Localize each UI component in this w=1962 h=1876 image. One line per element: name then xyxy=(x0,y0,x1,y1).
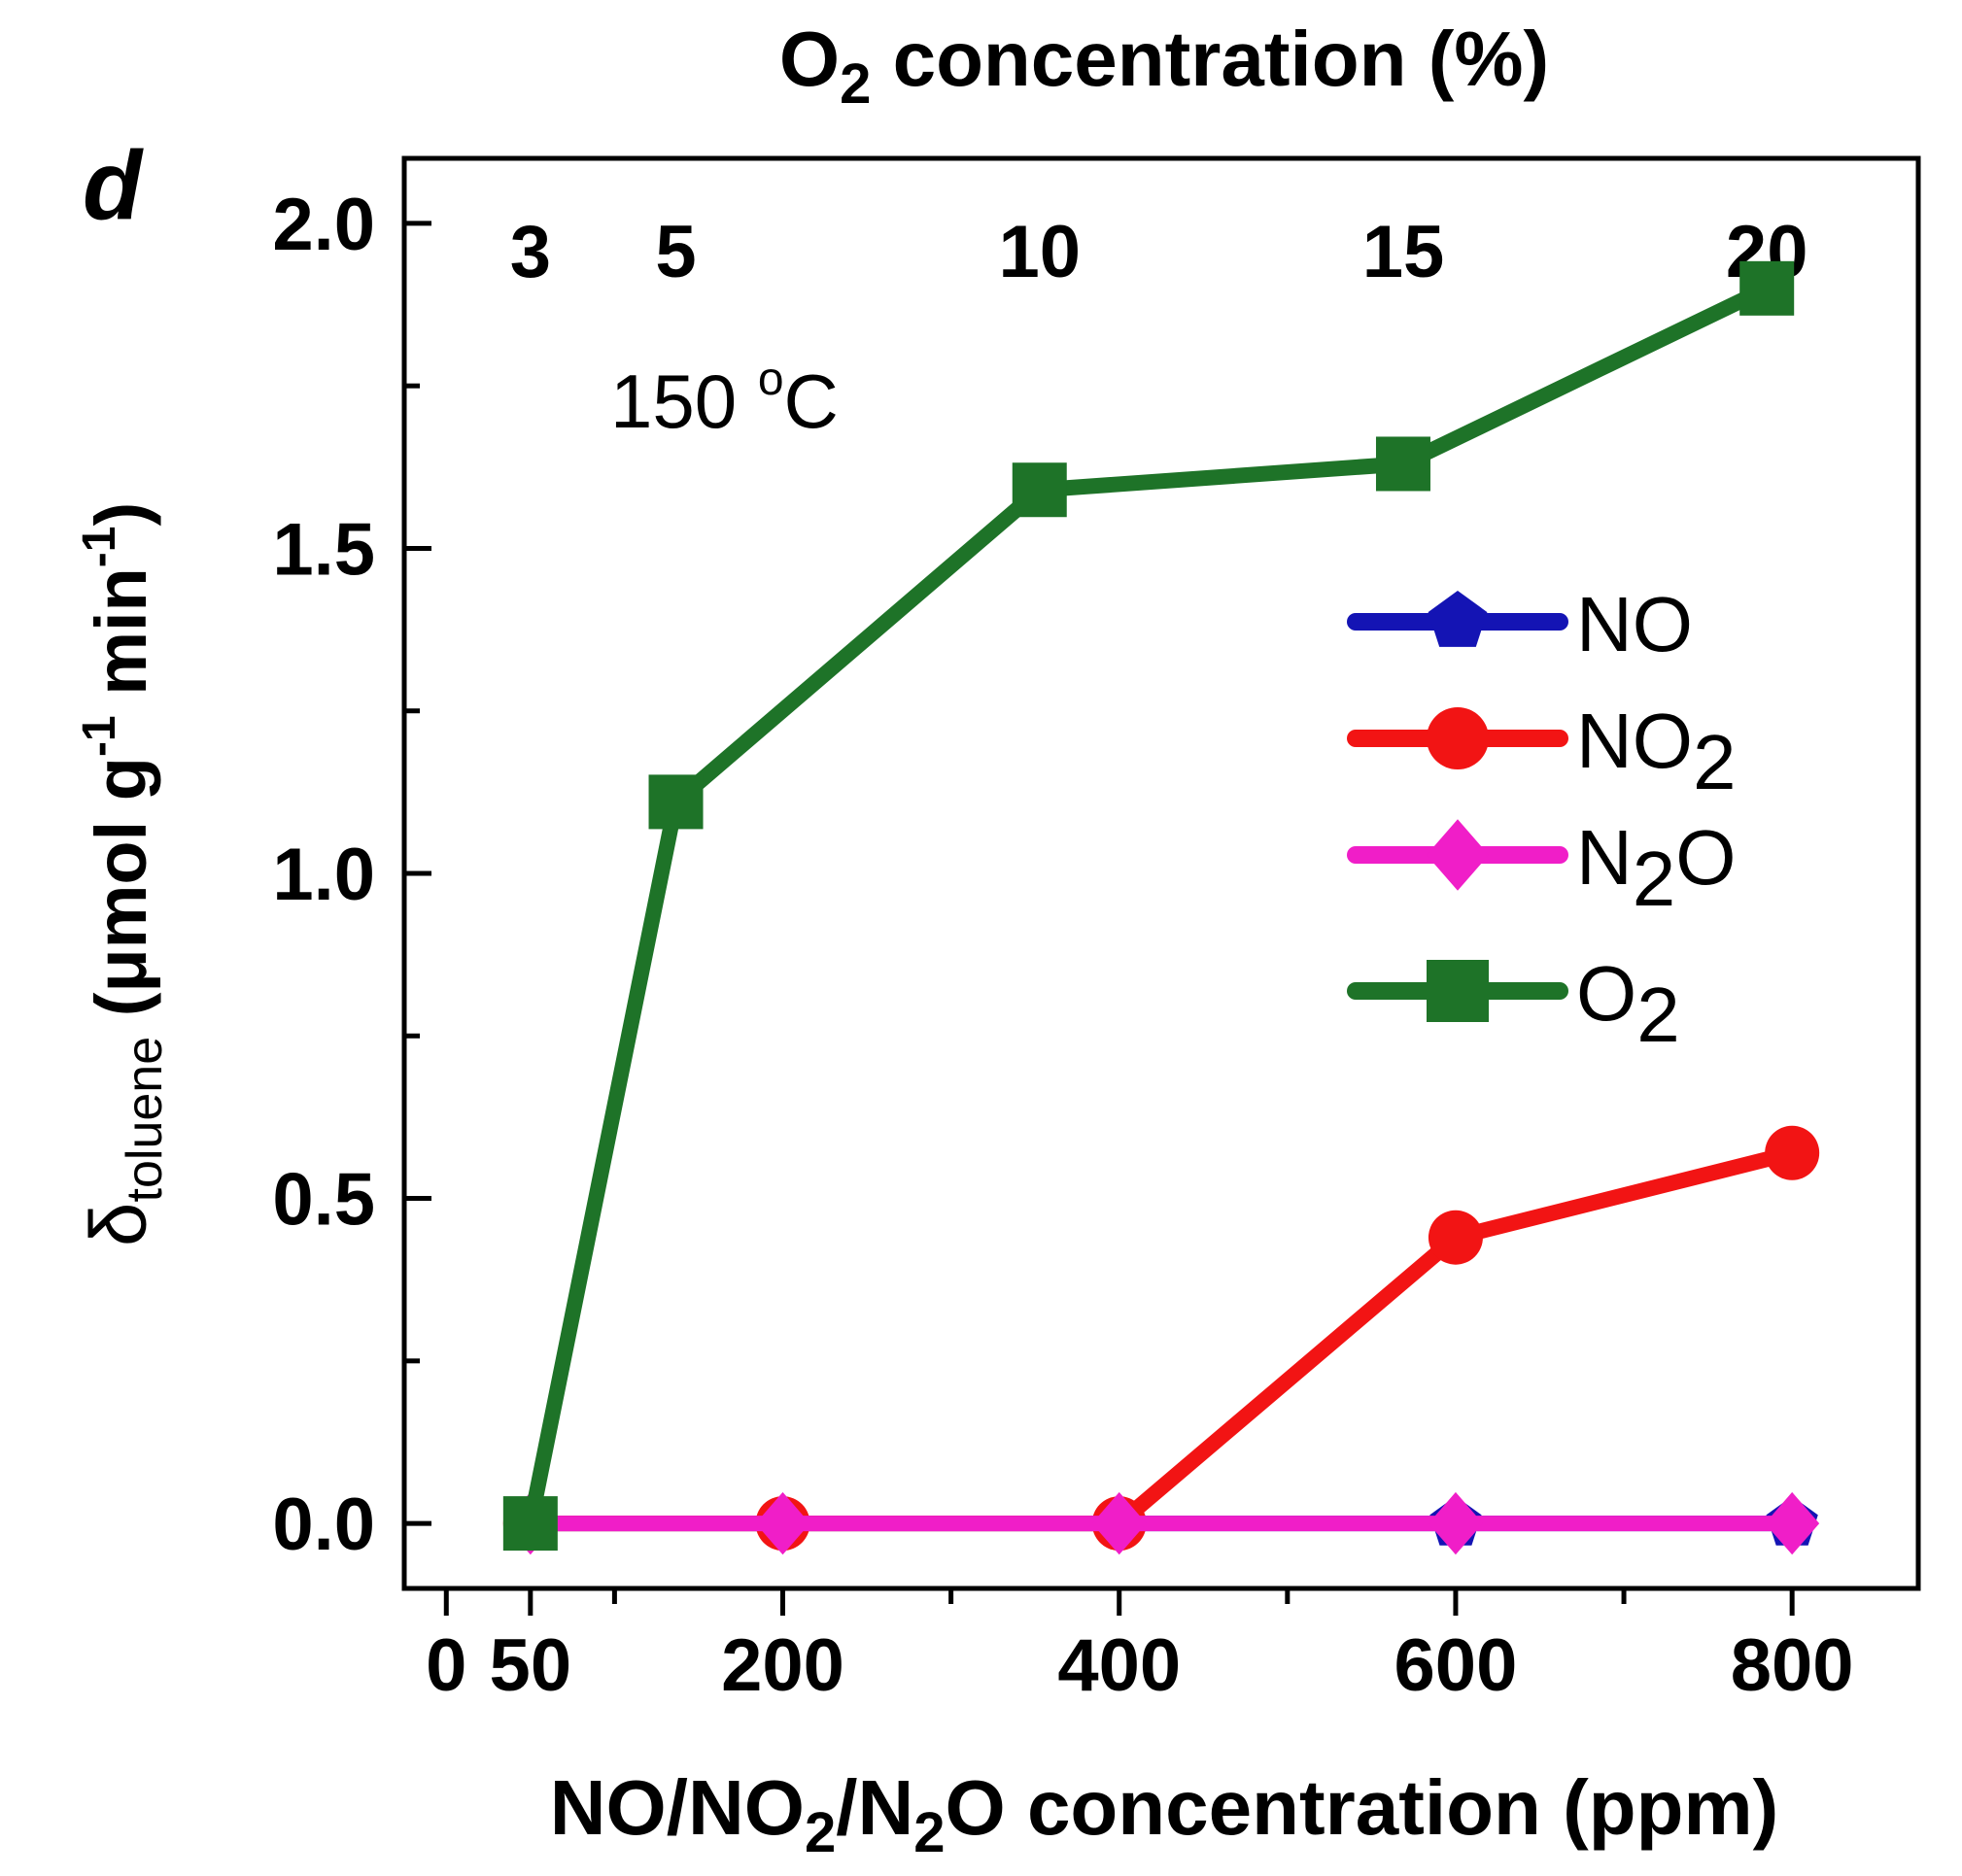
title-subscript: 2 xyxy=(913,1801,945,1864)
legend-marker xyxy=(1428,591,1488,647)
top-tick-label: 3 xyxy=(510,211,551,293)
data-point-o2 xyxy=(1012,462,1067,518)
top-axis-title: O2 concentration (%) xyxy=(779,16,1549,116)
x-tick-label: 50 xyxy=(490,1624,572,1707)
y-title-subscript: toluene xyxy=(117,1037,173,1203)
legend-label: N2O xyxy=(1576,814,1737,922)
series-n2o xyxy=(502,1491,1820,1555)
legend-label: NO xyxy=(1576,581,1693,667)
series-no2 xyxy=(502,1125,1820,1552)
legend-marker xyxy=(1427,707,1489,769)
y-tick-label: 1.0 xyxy=(272,834,375,916)
top-tick-label: 15 xyxy=(1362,211,1445,293)
legend-marker xyxy=(1427,960,1489,1022)
y-axis-title: δtoluene (μmol g-1 min-1) xyxy=(74,502,173,1246)
data-point-o2 xyxy=(502,1496,558,1552)
x-tick-label: 800 xyxy=(1731,1624,1854,1707)
bottom-axis-title: NO/NO2/N2O concentration (ppm) xyxy=(550,1764,1779,1864)
legend-label: NO2 xyxy=(1576,698,1737,805)
data-point-no2 xyxy=(1765,1125,1820,1180)
series-layer xyxy=(502,260,1820,1555)
panel-label: d xyxy=(83,131,144,240)
y-tick-label: 0.0 xyxy=(272,1484,375,1566)
legend-label: O2 xyxy=(1576,950,1680,1058)
x-tick-label: 400 xyxy=(1057,1624,1181,1707)
x-tick-label: 200 xyxy=(721,1624,844,1707)
data-point-o2 xyxy=(648,774,704,830)
y-tick-label: 1.5 xyxy=(272,508,375,591)
data-point-n2o xyxy=(1091,1491,1147,1555)
x-tick-label: 0 xyxy=(426,1624,466,1707)
data-point-n2o xyxy=(1765,1491,1820,1555)
temperature-unit: C xyxy=(784,358,839,444)
y-tick-label: 0.5 xyxy=(272,1159,375,1242)
legend-marker xyxy=(1427,819,1489,891)
top-tick-label: 5 xyxy=(655,211,696,293)
y-title-main: (μmol g xyxy=(81,757,161,1037)
legend-item-no: NO xyxy=(1347,581,1693,667)
data-point-no2 xyxy=(1428,1210,1483,1265)
legend-item-o2: O2 xyxy=(1347,950,1680,1058)
title-subscript: 2 xyxy=(805,1801,836,1864)
y-title-end: ) xyxy=(81,502,161,527)
degree-symbol: o xyxy=(758,354,784,405)
top-tick-label: 10 xyxy=(998,211,1081,293)
y-title-sup2: -1 xyxy=(74,527,125,568)
data-point-n2o xyxy=(1428,1491,1483,1555)
x-tick-label: 600 xyxy=(1394,1624,1518,1707)
legend-item-no2: NO2 xyxy=(1347,698,1737,805)
series-o2 xyxy=(502,260,1795,1552)
series-line-o2 xyxy=(522,281,1771,1525)
y-tick-label: 2.0 xyxy=(272,184,375,266)
y-title-delta: δ xyxy=(75,1202,163,1246)
series-line-no2 xyxy=(530,1144,1795,1532)
legend-item-n2o: N2O xyxy=(1347,814,1737,922)
temperature-annotation: 150 oC xyxy=(610,354,839,444)
temperature-value: 150 xyxy=(610,358,758,444)
y-title-sup1: -1 xyxy=(74,715,125,757)
data-point-n2o xyxy=(755,1491,810,1555)
y-title-mid: min xyxy=(81,567,161,715)
title-subscript: 2 xyxy=(840,52,871,116)
data-point-o2 xyxy=(1375,436,1430,492)
data-point-o2 xyxy=(1739,260,1795,316)
